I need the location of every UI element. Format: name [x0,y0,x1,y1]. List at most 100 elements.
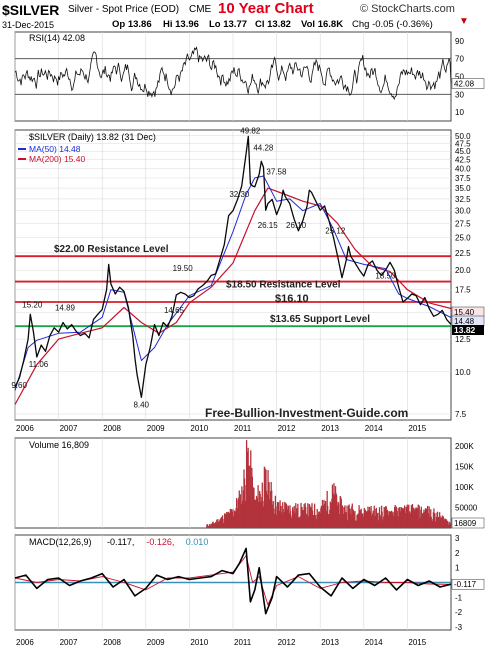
volume-title-bg [17,440,25,448]
price-y-tick-35: 35.0 [455,184,471,193]
dropdown-arrow-icon[interactable]: ▼ [459,16,469,27]
volume-last-box [451,517,485,529]
price-y-tick-32.5: 32.5 [455,195,471,204]
rsi-y-tick-30: 30 [455,90,464,99]
price-y-tick-7.5: 7.5 [455,410,467,419]
rsi-last-value: 42.08 [454,80,475,89]
price-right-label-ma200: 15.40 [454,308,475,317]
macd-y-tick--1: -1 [455,593,463,602]
price-annotation-8: 49.82 [240,126,261,135]
price-annotation-1: 11.06 [29,360,49,369]
macd-x-tick-2007: 2007 [60,638,78,647]
site-label: Free-Bullion-Investment-Guide.com [205,406,408,420]
price-title: $SILVER (Daily) 13.82 (31 Dec) [29,132,156,142]
macd-x-tick-2013: 2013 [321,638,339,647]
macd-x-tick-2008: 2008 [103,638,121,647]
price-x-tick-2015: 2015 [408,424,426,433]
quote-volume: Vol 16.8K [301,19,344,30]
macd-line [14,547,452,615]
price-y-tick-10: 10.0 [455,368,471,377]
quote-low: Lo 13.77 [209,19,248,30]
price-x-tick-2010: 2010 [190,424,208,433]
rsi-title: RSI(14) 42.08 [29,33,85,43]
legend-label-0: MA(50) 14.48 [29,144,81,154]
macd-x-tick-2012: 2012 [278,638,296,647]
macd-y-tick-2: 2 [455,549,460,558]
macd-y-tick--2: -2 [455,608,463,617]
exchange-label: CME [189,4,212,15]
price-annotation-11: 26.15 [258,221,279,230]
rsi-y-tick-90: 90 [455,37,464,46]
price-level-label-3: $13.65 Support Level [270,314,370,325]
chart-title: 10 Year Chart [218,0,314,17]
price-annotation-12: 26.10 [286,221,307,230]
price-y-tick-42.5: 42.5 [455,156,471,165]
price-title-bg [17,132,25,140]
price-y-tick-17.5: 17.5 [455,286,471,295]
symbol-description: Silver - Spot Price (EOD) [68,4,180,15]
quote-high: Hi 13.96 [163,19,199,30]
price-right-label-close-box [452,325,484,335]
price-y-tick-37.5: 37.5 [455,174,471,183]
macd-last-label: -0.117 [454,580,477,589]
price-annotation-0: 9.60 [11,381,27,390]
price-level-label-0: $22.00 Resistance Level [54,244,169,255]
price-y-tick-22.5: 22.5 [455,249,471,258]
volume-title: Volume 16,809 [29,440,89,450]
price-x-tick-2014: 2014 [365,424,383,433]
price-y-tick-27.5: 27.5 [455,219,471,228]
macd-title-value-2: 0.010 [186,537,209,547]
volume-last-label: 16809 [454,519,477,528]
price-y-tick-12.5: 12.5 [455,335,471,344]
price-x-tick-2008: 2008 [103,424,121,433]
ma50-line [14,175,452,391]
price-line [14,135,452,399]
price-x-tick-2013: 2013 [321,424,339,433]
price-x-tick-2007: 2007 [60,424,78,433]
symbol-title: $SILVER [2,2,60,18]
quote-open: Op 13.86 [112,19,152,30]
price-annotation-4: 8.40 [133,400,149,409]
volume-y-tick-200000: 200K [455,442,474,451]
price-annotation-9: 44.28 [253,144,274,153]
rsi-last-value-box [451,78,485,89]
price-annotation-6: 14.65 [164,306,185,315]
rsi-y-tick-50: 50 [455,73,464,82]
price-x-tick-2009: 2009 [147,424,165,433]
price-x-tick-2006: 2006 [16,424,34,433]
macd-title-value-0: -0.117, [107,537,134,547]
macd-y-tick-1: 1 [455,564,460,573]
macd-y-tick-3: 3 [455,534,460,543]
macd-x-tick-2011: 2011 [234,638,252,647]
rsi-line [14,46,452,101]
macd-x-tick-2014: 2014 [365,638,383,647]
stockcharts-watermark: © StockCharts.com [360,3,455,15]
rsi-y-tick-10: 10 [455,108,464,117]
volume-bars [206,440,451,528]
price-level-label-2: $16.10 [275,293,309,305]
price-x-tick-2011: 2011 [234,424,252,433]
volume-y-tick-100000: 100K [455,483,474,492]
volume-y-tick-150000: 150K [455,463,474,472]
macd-title: MACD(12,26,9) [29,537,92,547]
price-annotation-2: 14.89 [55,303,76,312]
price-y-tick-47.5: 47.5 [455,139,471,148]
price-annotation-10: 37.58 [266,168,287,177]
price-annotation-7: 32.30 [229,190,250,199]
price-right-label-ma50: 14.48 [454,317,475,326]
rsi-title-bg [16,33,26,41]
price-y-tick-50: 50.0 [455,132,471,141]
price-annotation-13: 25.12 [325,227,346,236]
chart-date: 31-Dec-2015 [2,20,55,30]
macd-x-tick-2006: 2006 [16,638,34,647]
price-annotation-14: 18.50 [375,272,396,281]
price-annotation-5: 19.50 [173,264,194,273]
rsi-y-tick-70: 70 [455,55,464,64]
macd-title-bg [17,537,25,545]
quote-close: Cl 13.82 [255,19,291,30]
price-y-tick-20: 20.0 [455,266,471,275]
price-annotation-3: 15.20 [22,300,43,309]
volume-y-tick-50000: 50000 [455,504,478,513]
price-level-label-1: $18.50 Resistance Level [226,280,341,291]
